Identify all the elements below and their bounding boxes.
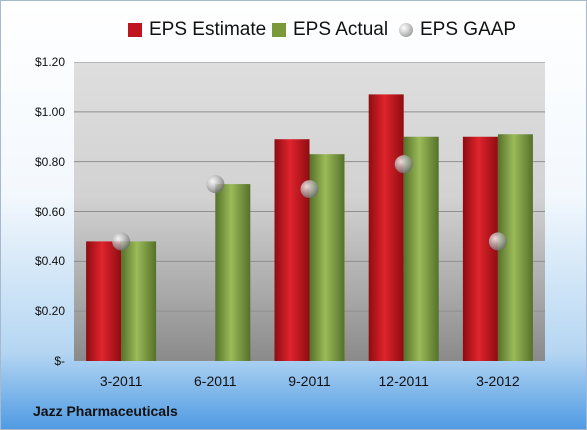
y-tick-label: $0.20 bbox=[34, 304, 65, 319]
x-tick-label: 12-2011 bbox=[378, 373, 429, 389]
legend-swatch-estimate bbox=[128, 23, 142, 37]
x-tick-label: 3-2012 bbox=[476, 373, 520, 389]
marker-eps-gaap bbox=[112, 232, 131, 251]
bar-eps-estimate bbox=[274, 139, 310, 361]
marker-eps-gaap bbox=[394, 155, 413, 174]
legend-marker-gaap bbox=[399, 23, 413, 37]
legend-item-eps-estimate: EPS Estimate bbox=[128, 17, 266, 43]
bar-eps-actual bbox=[121, 241, 157, 361]
marker-eps-gaap bbox=[300, 180, 319, 199]
company-name: Jazz Pharmaceuticals bbox=[33, 403, 178, 419]
legend-label-gaap: EPS GAAP bbox=[420, 19, 517, 40]
legend-swatch-actual bbox=[272, 23, 286, 37]
marker-eps-gaap bbox=[206, 175, 225, 194]
y-tick-label: $0.80 bbox=[34, 154, 65, 169]
x-tick-label: 6-2011 bbox=[194, 373, 237, 389]
bar-eps-estimate bbox=[462, 136, 498, 361]
y-tick-label: $0.60 bbox=[34, 204, 65, 219]
legend-item-eps-actual: EPS Actual bbox=[272, 17, 388, 43]
legend-label-estimate: EPS Estimate bbox=[149, 19, 267, 40]
legend-label-actual: EPS Actual bbox=[293, 19, 389, 40]
markers bbox=[112, 155, 507, 251]
plot-area bbox=[74, 62, 545, 361]
x-tick-label: 3-2011 bbox=[99, 373, 143, 389]
bar-eps-actual bbox=[215, 184, 251, 361]
bar-eps-estimate bbox=[86, 241, 122, 361]
x-tick-label: 9-2011 bbox=[288, 373, 331, 389]
y-tick-label: $1.00 bbox=[34, 104, 65, 119]
bar-eps-estimate bbox=[368, 94, 404, 361]
legend-item-eps-gaap: EPS GAAP bbox=[399, 17, 516, 43]
bars bbox=[86, 94, 533, 361]
y-tick-label: $0.40 bbox=[34, 254, 65, 269]
legend: EPS Estimate EPS Actual EPS GAAP bbox=[1, 17, 586, 43]
bar-eps-actual bbox=[403, 136, 439, 361]
y-tick-label: $1.20 bbox=[34, 55, 65, 69]
marker-eps-gaap bbox=[488, 232, 507, 251]
y-tick-label: $- bbox=[54, 354, 65, 368]
